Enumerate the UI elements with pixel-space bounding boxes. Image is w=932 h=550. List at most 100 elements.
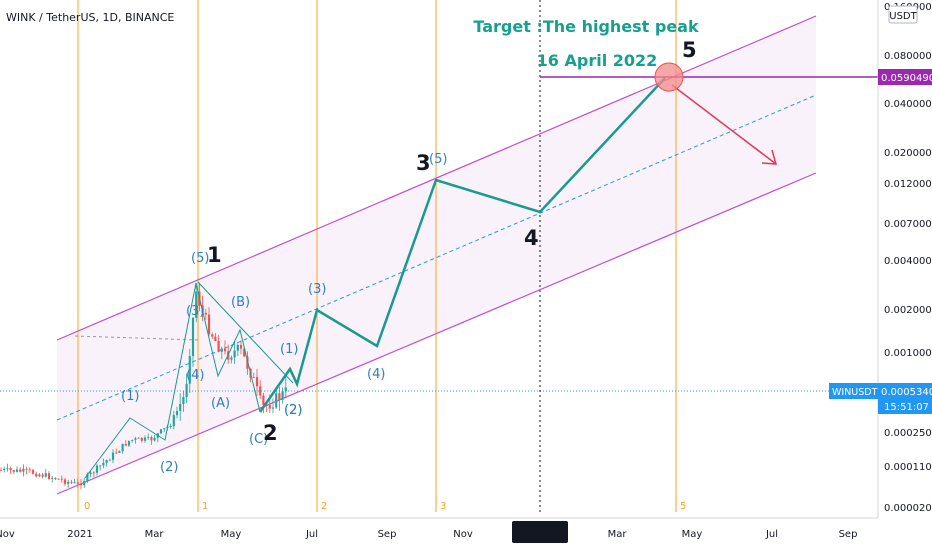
candle-body (12, 470, 15, 472)
cycle-label-1: 1 (202, 501, 208, 512)
candle-body (28, 469, 31, 471)
candle-body (150, 437, 153, 441)
candle-body (83, 481, 86, 486)
candle-body (179, 404, 182, 411)
candle-body (95, 465, 99, 473)
x-tick-label: May (221, 529, 242, 540)
candle-body (92, 472, 95, 474)
symbol-marker-label: WINUSDT (832, 387, 878, 398)
candle-body (211, 334, 214, 337)
current-price-label: 0.0005340 (881, 387, 932, 398)
candle-body (73, 482, 76, 484)
candle-body (195, 291, 198, 318)
target-annotation: Target :The highest peak 16 April 2022 (473, 17, 699, 70)
candle-body (44, 473, 47, 477)
x-tick-label: May (682, 529, 703, 540)
wave-label: (2) (160, 460, 178, 475)
wave-label: (B) (231, 295, 250, 310)
candle-body (15, 469, 19, 472)
major-wave-labels: 1 2 3 4 5 (207, 38, 697, 445)
candle-body (230, 357, 233, 360)
channel-midline (56, 94, 817, 421)
candle-body (214, 336, 217, 341)
wave-label: (C) (249, 432, 268, 447)
candle-body (284, 387, 287, 392)
target-line2: 16 April 2022 (537, 51, 658, 70)
cycle-label-5: 5 (680, 501, 686, 512)
wave-label: (1) (280, 342, 298, 357)
cycle-label-2: 2 (321, 501, 327, 512)
target-circle (654, 62, 684, 92)
wave-label: (2) (284, 403, 302, 418)
y-tick-label: 0.0000200 (884, 503, 932, 514)
x-tick-label: Mar (608, 529, 628, 540)
major-wave-1: 1 (207, 243, 222, 267)
target-line1: Target :The highest peak (473, 17, 699, 36)
currency-badge-box[interactable] (888, 5, 918, 24)
candle-body (236, 344, 239, 351)
cycle-label-3: 3 (440, 501, 446, 512)
target-price-label: 0.0590490 (881, 73, 932, 84)
candle-body (38, 474, 41, 477)
candle-body (265, 404, 268, 406)
target-price-marker (878, 69, 932, 85)
candle-body (259, 386, 262, 396)
candle-body (188, 356, 191, 384)
candle-body (204, 312, 207, 315)
date-cursor-box (512, 521, 568, 543)
wave-label: (5) (191, 251, 209, 266)
candle-body (0, 470, 3, 471)
candle-body (233, 350, 236, 358)
candle-body (140, 437, 143, 441)
candle-body (239, 344, 243, 349)
candle-body (70, 481, 73, 483)
x-tick-label: Nov (0, 529, 15, 540)
candle-body (108, 459, 111, 461)
candle-body (115, 452, 118, 454)
candle-body (57, 478, 60, 480)
candle-body (143, 437, 147, 441)
candle-body (147, 437, 150, 438)
early-wave-lines (84, 281, 294, 479)
candle-body (169, 426, 172, 428)
candle-body (185, 383, 188, 398)
candle-body (153, 437, 156, 441)
x-tick-label: Jul (765, 529, 778, 540)
major-wave-2: 2 (263, 421, 278, 445)
wave-label: (A) (211, 396, 230, 411)
candle-body (22, 468, 25, 472)
price-axis[interactable] (878, 0, 932, 518)
candle-body (223, 348, 227, 352)
candle-body (252, 377, 255, 378)
candle-body (220, 348, 223, 352)
x-tick-label: Mar (145, 529, 165, 540)
candle-body (99, 465, 102, 467)
candle-body (281, 391, 284, 400)
candle-body (159, 429, 163, 434)
major-wave-4: 4 (524, 226, 539, 250)
candle-body (243, 348, 246, 357)
candle-body (182, 397, 185, 405)
symbol-marker (829, 383, 878, 399)
cycle-label-0: 0 (84, 501, 90, 512)
wave-label: (3) (186, 304, 204, 319)
candle-body (175, 410, 179, 416)
candle-body (118, 451, 121, 453)
x-tick-label: Sep (378, 529, 397, 540)
candle-body (217, 340, 220, 352)
time-axis[interactable] (0, 518, 878, 550)
countdown-label: 15:51:07 (884, 402, 929, 413)
candle-body (246, 356, 249, 369)
candle-body (76, 482, 79, 484)
wave-label: (2) (284, 403, 302, 418)
candle-body (41, 474, 44, 477)
wave-label: (5) (429, 152, 447, 167)
currency-badge: USDT (889, 11, 917, 22)
